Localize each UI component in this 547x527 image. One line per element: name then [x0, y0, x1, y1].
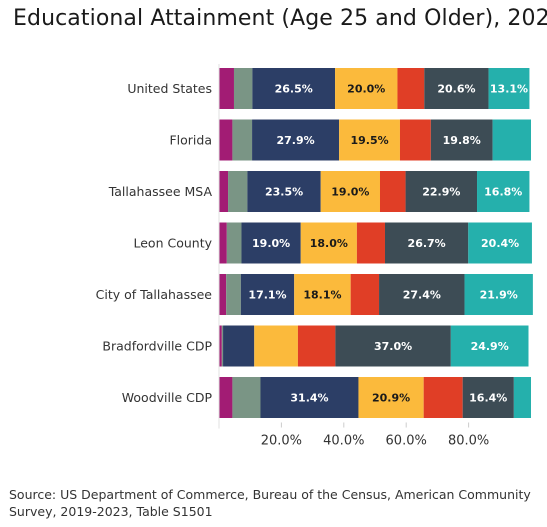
bar-segment-bradfordville-cdp-6 [335, 325, 451, 367]
bar-segment-united-states-2 [233, 68, 253, 109]
data-label-united-states-7: 13.1% [490, 83, 528, 96]
bar-segment-florida-1 [219, 119, 233, 161]
data-label-united-states-6: 20.6% [437, 83, 475, 96]
bar-segment-woodville-cdp-5 [423, 377, 463, 418]
data-label-city-of-tallahassee-4: 18.1% [303, 289, 341, 302]
bar-segment-united-states-1 [219, 68, 234, 109]
data-label-woodville-cdp-3: 31.4% [290, 392, 328, 405]
bar-segment-tallahassee-msa-2 [228, 171, 248, 212]
data-label-tallahassee-msa-4: 19.0% [331, 186, 369, 199]
category-label-tallahassee-msa: Tallahassee MSA [108, 184, 213, 199]
data-label-woodville-cdp-6: 16.4% [469, 392, 507, 405]
bar-segment-florida-2 [232, 119, 253, 161]
bar-segment-leon-county-1 [219, 222, 227, 264]
chart-title: Educational Attainment (Age 25 and Older… [13, 6, 547, 31]
bar-segment-leon-county-3 [241, 222, 301, 264]
bar-segment-bradfordville-cdp-7 [450, 325, 529, 367]
data-label-woodville-cdp-4: 20.9% [372, 392, 410, 405]
bar-segment-leon-county-4 [300, 222, 357, 264]
data-label-city-of-tallahassee-7: 21.9% [480, 289, 518, 302]
data-label-florida-4: 19.5% [350, 134, 388, 147]
bar-segment-united-states-4 [335, 68, 398, 109]
bar-segment-city-of-tallahassee-2 [226, 274, 241, 315]
data-label-united-states-3: 26.5% [275, 83, 313, 96]
data-label-tallahassee-msa-6: 22.9% [422, 186, 460, 199]
category-label-united-states: United States [127, 81, 212, 96]
bar-segment-city-of-tallahassee-1 [219, 274, 227, 315]
data-label-leon-county-4: 18.0% [310, 237, 348, 250]
category-label-woodville-cdp: Woodville CDP [122, 390, 213, 405]
bar-segment-bradfordville-cdp-1 [219, 325, 222, 367]
data-label-leon-county-7: 20.4% [481, 237, 519, 250]
bar-segment-city-of-tallahassee-6 [379, 274, 465, 315]
x-axis: 20.0% 40.0% 60.0% 80.0% [218, 64, 489, 449]
bar-segment-tallahassee-msa-3 [247, 171, 321, 212]
bar-segment-city-of-tallahassee-7 [464, 274, 533, 315]
bar-segment-bradfordville-cdp-5 [297, 325, 336, 367]
bar-segment-tallahassee-msa-6 [405, 171, 478, 212]
bar-segment-florida-5 [399, 119, 431, 161]
data-label-city-of-tallahassee-3: 17.1% [248, 289, 286, 302]
bar-segment-woodville-cdp-6 [462, 377, 514, 418]
category-label-florida: Florida [169, 133, 212, 148]
bar-segment-woodville-cdp-1 [219, 377, 233, 418]
data-label-leon-county-3: 19.0% [252, 237, 290, 250]
category-label-bradfordville-cdp: Bradfordville CDP [102, 339, 212, 354]
category-labels: United States Florida Tallahassee MSA Leon … [96, 81, 213, 405]
category-label-city-of-tallahassee: City of Tallahassee [96, 287, 213, 302]
bar-segment-bradfordville-cdp-4 [254, 325, 298, 367]
bar-segment-woodville-cdp-7 [513, 377, 531, 418]
data-label-united-states-4: 20.0% [347, 83, 385, 96]
bar-segment-united-states-7 [488, 68, 530, 109]
bar-segment-united-states-6 [424, 68, 489, 109]
bar-segment-florida-6 [430, 119, 493, 161]
data-label-tallahassee-msa-7: 16.8% [484, 186, 522, 199]
bar-segment-city-of-tallahassee-4 [294, 274, 351, 315]
x-tick-label-60: 60.0% [386, 434, 427, 449]
x-tick-label-80: 80.0% [448, 434, 489, 449]
source-note: Source: US Department of Commerce, Burea… [9, 487, 531, 519]
bars-group: 26.5% 20.0% 20.6% 13.1% 27.9% 19.5% 19.8% 23.5%… [219, 68, 533, 418]
data-label-bradfordville-cdp-6: 37.0% [374, 340, 412, 353]
bar-segment-tallahassee-msa-1 [219, 171, 229, 212]
x-tick-label-20: 20.0% [261, 434, 302, 449]
x-tick-label-40: 40.0% [323, 434, 364, 449]
bar-segment-leon-county-5 [356, 222, 385, 264]
bar-segment-woodville-cdp-4 [358, 377, 424, 418]
bar-segment-florida-4 [339, 119, 400, 161]
bar-segment-woodville-cdp-2 [232, 377, 261, 418]
data-label-leon-county-6: 26.7% [408, 237, 446, 250]
bar-segment-united-states-3 [252, 68, 336, 109]
bar-segment-tallahassee-msa-7 [477, 171, 530, 212]
data-label-tallahassee-msa-3: 23.5% [265, 186, 303, 199]
bar-segment-florida-7 [492, 119, 531, 161]
data-label-florida-3: 27.9% [277, 134, 315, 147]
bar-segment-bradfordville-cdp-3 [223, 325, 255, 367]
bar-segment-woodville-cdp-3 [260, 377, 359, 418]
bar-segment-united-states-5 [397, 68, 425, 109]
bar-segment-leon-county-7 [468, 222, 532, 264]
bar-segment-tallahassee-msa-5 [379, 171, 406, 212]
bar-segment-city-of-tallahassee-3 [240, 274, 295, 315]
bar-segment-florida-3 [252, 119, 340, 161]
data-label-bradfordville-cdp-7: 24.9% [471, 340, 509, 353]
category-label-leon-county: Leon County [134, 236, 213, 251]
data-label-florida-6: 19.8% [443, 134, 481, 147]
bar-segment-bradfordville-cdp-2 [221, 325, 224, 367]
bar-segment-leon-county-2 [226, 222, 242, 264]
stacked-bar-chart: 26.5% 20.0% 20.6% 13.1% 27.9% 19.5% 19.8% 23.5%… [96, 64, 533, 449]
bar-segment-leon-county-6 [384, 222, 469, 264]
bar-segment-city-of-tallahassee-5 [350, 274, 380, 315]
bar-segment-tallahassee-msa-4 [320, 171, 380, 212]
data-label-city-of-tallahassee-6: 27.4% [403, 289, 441, 302]
